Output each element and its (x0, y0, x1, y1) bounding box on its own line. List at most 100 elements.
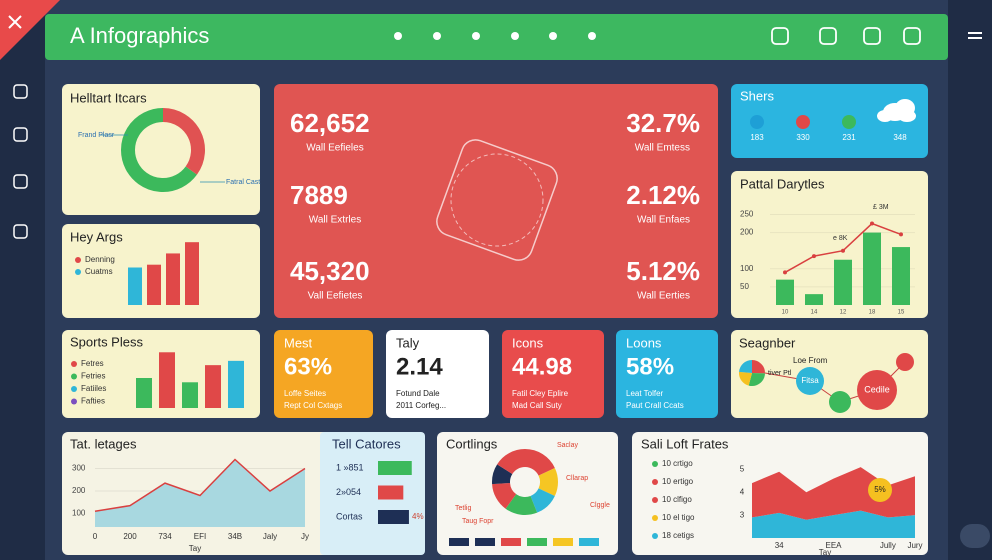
legend-dot (75, 257, 81, 263)
stat-value: 62,652 (290, 108, 370, 138)
stream-band (752, 510, 915, 538)
x-tick-label: Jully (880, 541, 896, 550)
tile-title: Loons (626, 335, 662, 350)
header-icon[interactable] (511, 32, 519, 40)
annotation: e 8K (833, 235, 848, 242)
stat-label: Wall Extrles (309, 215, 361, 226)
legend-swatch (553, 538, 573, 546)
header-action[interactable] (771, 27, 789, 45)
tile-line: Paut Crall Ccats (626, 401, 684, 410)
header-action[interactable] (863, 27, 881, 45)
donut-segment (505, 493, 538, 515)
header-icon[interactable] (433, 32, 441, 40)
panel-title: Cortlings (446, 436, 498, 451)
tile (502, 330, 604, 418)
legend-label: Fatiiles (81, 384, 106, 393)
share-label: 348 (893, 133, 907, 142)
x-tick-label: EEA (825, 541, 842, 550)
stat-label: Wall Enfaes (637, 215, 690, 226)
sidebar-icon[interactable] (13, 174, 28, 189)
sidebar-icon[interactable] (13, 224, 28, 239)
legend-swatch (475, 538, 495, 546)
donut-label: Frand Plasr (78, 132, 115, 139)
tile-value: 63% (284, 353, 332, 380)
mini-pie (739, 371, 753, 386)
leader (100, 134, 225, 183)
y-tick-label: 3 (740, 510, 745, 519)
donut-segment (121, 108, 197, 192)
app-title: A Infographics (70, 23, 209, 48)
shers-panel (731, 84, 928, 158)
header-action[interactable] (903, 27, 921, 45)
bubble (896, 353, 914, 371)
area (95, 459, 305, 527)
donut-segment (497, 449, 526, 475)
sidebar-icon[interactable] (13, 127, 28, 142)
right-strip (948, 0, 992, 560)
x-tick-label: Jaly (263, 532, 277, 541)
legend-dot (71, 361, 77, 367)
tile-title: Taly (396, 335, 420, 350)
bar-label: Cortas (336, 511, 363, 521)
menu-icon[interactable] (968, 32, 982, 39)
tile (616, 330, 718, 418)
bar (776, 279, 794, 305)
legend-label: 10 el tigo (662, 513, 695, 522)
panel-title: Tell Catores (332, 436, 401, 451)
stat-value: 5.12% (626, 256, 700, 286)
share-label: 183 (750, 133, 764, 142)
decor-square (436, 139, 558, 261)
tile-line: Fotund Dale (396, 389, 440, 398)
bar-label: 2»054 (336, 487, 361, 497)
bar (378, 485, 404, 500)
header-icon[interactable] (588, 32, 596, 40)
panel-title: Sports Pless (70, 334, 143, 349)
y-tick-label: 300 (72, 464, 86, 473)
legend-label: Fafties (81, 397, 105, 406)
sidebar-icon[interactable] (13, 84, 28, 99)
legend-swatch (527, 538, 547, 546)
bar (136, 378, 152, 408)
tile-line: Loffe Seites (284, 389, 326, 398)
axis-label: Tay (819, 548, 831, 557)
x-tick-label: 14 (811, 310, 818, 316)
legend-dot (75, 269, 81, 275)
tile-line: Rept Col Cxtags (284, 401, 342, 410)
stat-label: Wall Eefieles (306, 143, 363, 154)
stat-label: Wall Emtess (635, 143, 690, 154)
x-tick-label: Jury (907, 541, 922, 550)
legend-swatch (449, 538, 469, 546)
bar (205, 365, 221, 408)
node-label: Cedile (864, 384, 890, 394)
x-tick-label: 734 (158, 532, 172, 541)
header-icon[interactable] (394, 32, 402, 40)
bubble (829, 391, 851, 413)
callout-label: Saclay (557, 442, 579, 449)
y-tick-label: 200 (72, 486, 86, 495)
more-button[interactable] (960, 524, 990, 548)
header-icon[interactable] (549, 32, 557, 40)
bar (182, 382, 198, 408)
tile-value: 44.98 (512, 353, 572, 380)
share-dot (842, 115, 856, 129)
legend-swatch (501, 538, 521, 546)
header (45, 14, 948, 60)
donut-segment (538, 467, 558, 497)
callout-label: Clggle (590, 502, 610, 509)
panel-title: Tat. letages (70, 436, 137, 451)
legend-label: 10 clfigo (662, 495, 692, 504)
tile-title: Icons (512, 335, 544, 350)
bar (228, 360, 244, 408)
close-corner[interactable] (0, 0, 60, 60)
panel-title: Shers (740, 88, 774, 103)
cloud (898, 110, 916, 122)
header-action[interactable] (819, 27, 837, 45)
bar-note: 4% (412, 512, 424, 521)
bar (805, 294, 823, 305)
header-icon[interactable] (472, 32, 480, 40)
tile (274, 330, 373, 418)
bar (834, 259, 852, 305)
share-dot (796, 115, 810, 129)
x-tick-label: 34B (228, 532, 242, 541)
panel-title: Pattal Darytles (740, 176, 825, 191)
